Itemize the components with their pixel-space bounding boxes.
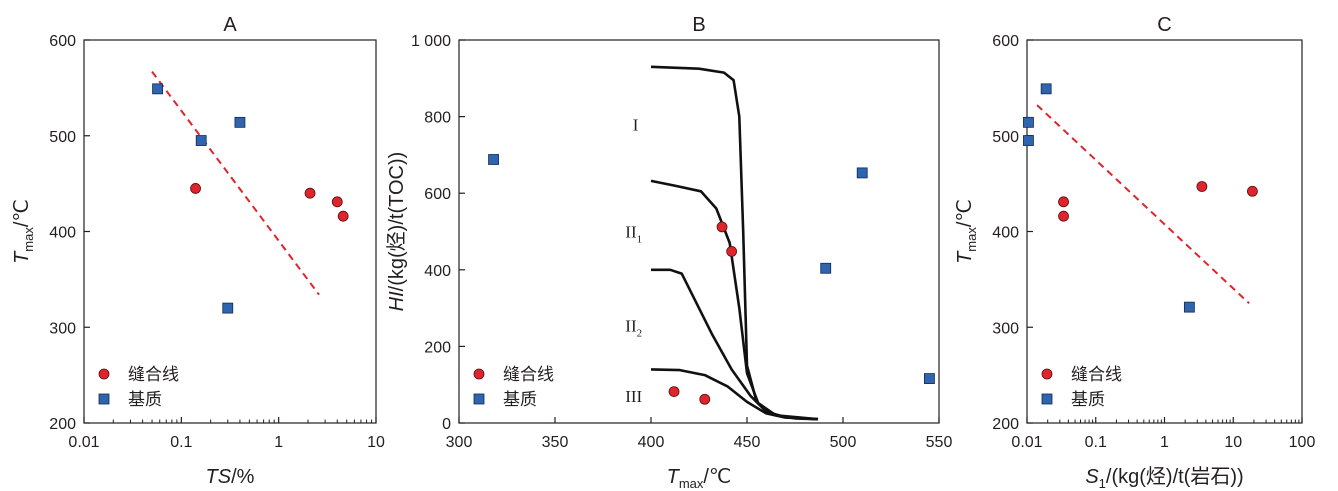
panel-a-point-suture <box>190 183 201 194</box>
panel-a-y-tick-label: 300 <box>49 320 76 337</box>
panel-b-y-tick-label: 800 <box>424 110 451 127</box>
panel-a-x-tick-label: 0.01 <box>68 434 99 451</box>
panel-a-y-tick-label: 600 <box>49 33 76 50</box>
panel-b-point-matrix <box>820 262 832 274</box>
panel-b-point-suture <box>716 221 728 233</box>
panel-a-title: A <box>223 14 237 36</box>
panel-c-point-matrix <box>1023 116 1034 128</box>
panel-c-point-suture <box>1058 196 1069 208</box>
panel-b-y-axis-title: HI/(kg(烃)/t(TOC)) <box>385 152 408 312</box>
panel-b-point-matrix <box>924 373 935 384</box>
panel-b-point-suture <box>668 386 680 397</box>
panel-c-point-matrix <box>1023 135 1034 146</box>
panel-b-y-tick-label: 0 <box>442 416 451 433</box>
panel-c-title: C <box>1157 14 1171 36</box>
panel-b-x-tick-label: 350 <box>542 434 569 451</box>
panel-a: A 200 300 400 500 600 0.01 0.1 1 10 TS/% Tmax/℃ 缝合线基… <box>11 14 385 488</box>
legend-label-matrix: 基质 <box>1071 390 1105 409</box>
panel-c-point-suture <box>1247 185 1258 197</box>
legend-marker-suture <box>473 368 485 380</box>
panel-b-x-tick-label: 500 <box>830 434 857 451</box>
panel-a-point-suture <box>304 187 316 199</box>
kerogen-label-i: I <box>633 115 639 134</box>
legend-label-suture: 缝合线 <box>503 365 554 384</box>
panel-c-x-tick-label: 10 <box>1224 434 1242 451</box>
panel-c-y-tick-label: 300 <box>992 320 1019 337</box>
panel-a-y-tick-label: 400 <box>49 225 76 242</box>
panel-b-y-tick-label: 400 <box>424 263 451 280</box>
panel-c-y-axis-title: Tmax/℃ <box>954 199 979 264</box>
panel-c-trendline <box>1036 104 1250 305</box>
legend-marker-matrix <box>473 393 485 405</box>
panel-c-point-suture <box>1196 181 1208 192</box>
panel-c-plot-frame <box>1026 39 1303 424</box>
panel-b-x-tick-label: 450 <box>734 434 761 451</box>
kerogen-curve-iii <box>650 368 819 421</box>
panel-a-y-tick-label: 500 <box>49 129 76 146</box>
panel-a-point-suture <box>331 196 343 208</box>
panel-a-x-tick-label: 0.1 <box>170 434 192 451</box>
panel-c-x-axis-title: S1/(kg(烃)/t(岩石)) <box>1085 465 1243 491</box>
legend-label-matrix: 基质 <box>128 390 162 409</box>
panel-a-point-matrix <box>222 302 234 314</box>
panel-b-point-matrix <box>856 167 868 179</box>
kerogen-label-ii1: II1 <box>625 223 642 246</box>
panel-a-point-suture <box>337 210 349 222</box>
panel-a-x-axis-title: TS/% <box>206 466 255 488</box>
panel-c-x-tick-label: 0.1 <box>1085 434 1107 451</box>
panel-b-point-suture <box>699 393 711 405</box>
panel-b-x-axis-title: Tmax/℃ <box>667 466 732 491</box>
legend-label-suture: 缝合线 <box>1071 365 1122 384</box>
panel-b-plot-frame <box>458 39 940 424</box>
panel-b: B 0 200 400 600 800 1 000 300 350 400 450 500 550 Tma… <box>385 14 952 491</box>
legend-label-suture: 缝合线 <box>128 365 179 384</box>
panel-a-trendline <box>151 70 320 296</box>
kerogen-curve-ii2 <box>651 268 819 421</box>
panel-c-point-matrix <box>1183 301 1195 313</box>
panel-b-y-tick-label: 600 <box>424 186 451 203</box>
legend-label-matrix: 基质 <box>503 390 537 409</box>
panel-c-y-tick-label: 200 <box>992 416 1019 433</box>
kerogen-curve-i <box>650 65 819 421</box>
panel-b-x-tick-label: 300 <box>446 434 473 451</box>
panel-c-x-tick-label: 100 <box>1289 434 1316 451</box>
panel-a-point-matrix <box>234 116 246 128</box>
panel-b-y-tick-label: 200 <box>424 339 451 356</box>
panel-b-point-matrix <box>488 154 499 165</box>
panel-c-x-tick-label: 1 <box>1160 434 1169 451</box>
legend-marker-suture <box>98 368 110 380</box>
legend-marker-matrix <box>98 393 110 405</box>
panel-c-x-tick-label: 0.01 <box>1011 434 1042 451</box>
panel-b-y-tick-label: 1 000 <box>411 33 451 50</box>
kerogen-curve-ii1 <box>650 179 819 421</box>
kerogen-label-ii2: II2 <box>625 316 642 339</box>
panel-a-point-matrix <box>152 83 163 95</box>
legend-marker-matrix <box>1041 393 1053 405</box>
panel-b-title: B <box>692 14 705 36</box>
panel-b-x-tick-label: 400 <box>638 434 665 451</box>
panel-c-y-tick-label: 500 <box>992 129 1019 146</box>
panel-b-x-tick-label: 550 <box>926 434 953 451</box>
panel-c-y-tick-label: 600 <box>992 33 1019 50</box>
panel-a-x-tick-label: 1 <box>274 434 283 451</box>
panel-c-point-suture <box>1058 210 1069 222</box>
panel-a-point-matrix <box>195 135 207 146</box>
panel-a-y-axis-title: Tmax/℃ <box>11 199 36 264</box>
panel-c-point-matrix <box>1040 83 1052 95</box>
panel-c-y-tick-label: 400 <box>992 225 1019 242</box>
legend-marker-suture <box>1041 368 1053 380</box>
panel-a-y-tick-label: 200 <box>49 416 76 433</box>
kerogen-label-iii: III <box>625 387 642 406</box>
panel-a-x-tick-label: 10 <box>367 434 385 451</box>
panel-c: C 200 300 400 500 600 0.01 0.1 1 10 100 S1/(kg(烃)/t… <box>954 14 1315 491</box>
panel-b-point-suture <box>726 246 738 257</box>
